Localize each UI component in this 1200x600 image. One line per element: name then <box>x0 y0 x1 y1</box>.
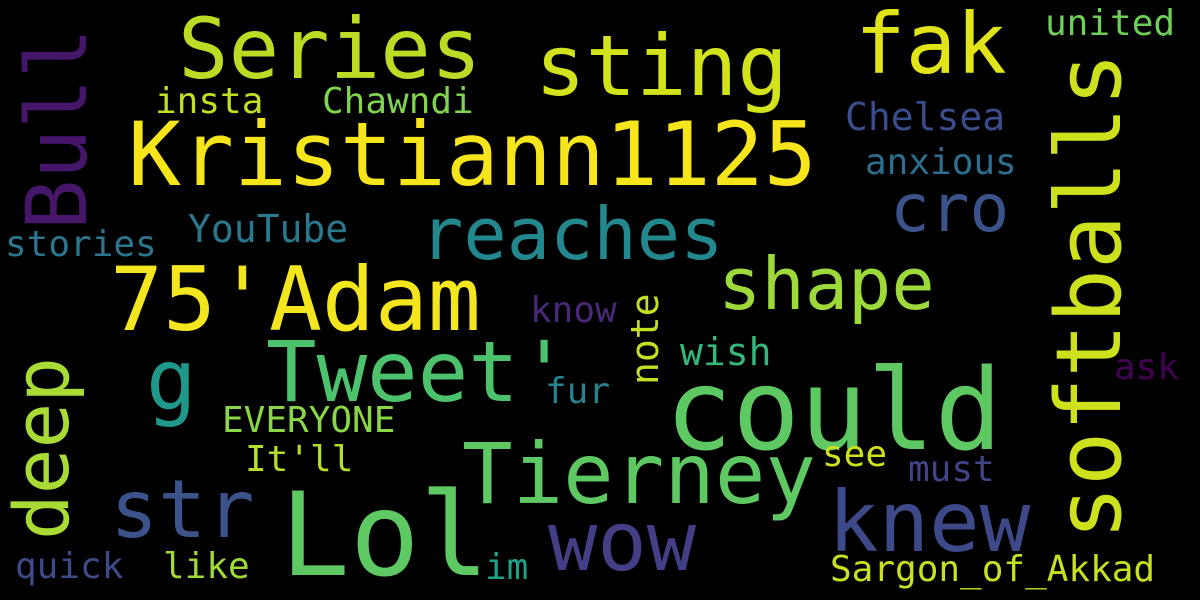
word-youtube: YouTube <box>188 207 349 251</box>
word-deep: deep <box>0 356 86 540</box>
word-could: could <box>665 346 1003 476</box>
word-ask: ask <box>1114 347 1180 388</box>
word-wish: wish <box>680 330 772 374</box>
word-chelsea: Chelsea <box>845 95 1006 139</box>
word-like: like <box>163 546 250 587</box>
word-tweet: Tweet' <box>266 323 570 421</box>
word-note: note <box>623 293 667 385</box>
word-knew: knew <box>828 473 1031 571</box>
word-anxious: anxious <box>865 142 1017 183</box>
word-im: im <box>485 547 529 588</box>
word-insta: insta <box>155 81 264 122</box>
word-must: must <box>908 449 995 490</box>
word-reaches: reaches <box>420 192 724 276</box>
word-stories: stories <box>5 224 157 265</box>
word-united: united <box>1045 3 1176 44</box>
word-lol: Lol <box>280 468 490 600</box>
word-bull: Bull <box>8 27 106 230</box>
word-tierney: Tierney <box>462 425 817 523</box>
word-kristiann1125: Kristiann1125 <box>128 103 817 206</box>
word-75adam: 75'Adam <box>110 248 481 351</box>
word-everyone: EVERYONE <box>222 400 396 441</box>
word-wow: wow <box>548 495 697 590</box>
word-series: Series <box>178 0 482 98</box>
word-fak: fak <box>855 0 1007 93</box>
word-sting: sting <box>535 17 788 115</box>
word-itll: It'll <box>245 439 354 480</box>
word-quick: quick <box>15 546 124 587</box>
word-fur: fur <box>545 371 611 412</box>
word-sargon-of-akkad: Sargon_of_Akkad <box>830 549 1156 590</box>
word-g: g <box>146 331 197 429</box>
word-str: str <box>110 463 255 556</box>
word-see: see <box>822 434 888 475</box>
word-chawndi: Chawndi <box>322 81 474 122</box>
word-shape: shape <box>718 242 935 326</box>
word-softballs: softballs <box>1037 52 1142 540</box>
word-know: know <box>530 290 617 331</box>
word-cro: cro <box>890 170 1010 247</box>
